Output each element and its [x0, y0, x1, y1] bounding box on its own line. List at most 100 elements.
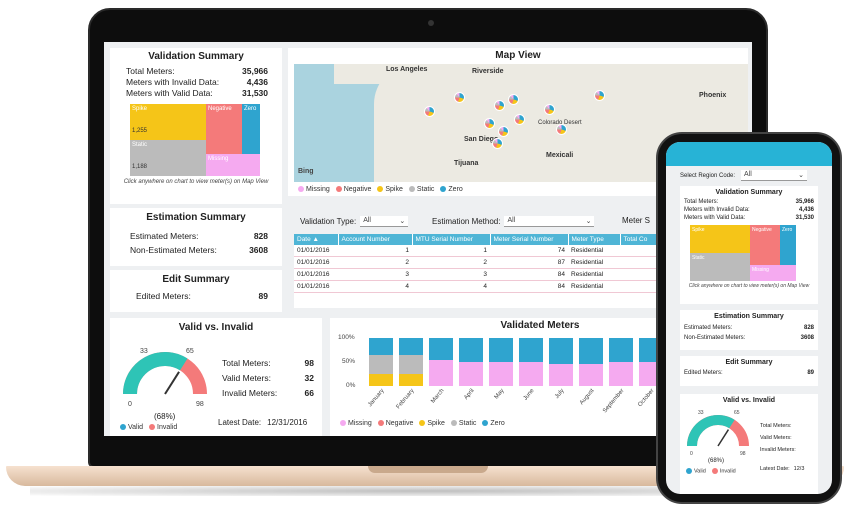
bar-may[interactable]: [489, 338, 513, 386]
phone-estimated-row: Estimated Meters: 828: [680, 323, 818, 333]
bar-february[interactable]: [399, 338, 423, 386]
header-mtu[interactable]: MTU Serial Number: [412, 234, 491, 245]
treemap-zero[interactable]: Zero: [242, 104, 260, 154]
table-row[interactable]: 01/01/2016 1 1 74 Residential: [294, 245, 660, 257]
table-row[interactable]: 01/01/2016 3 3 84 Residential: [294, 268, 660, 281]
map-pie-marker[interactable]: [594, 90, 605, 101]
bar-january[interactable]: [369, 338, 393, 386]
legend-zero[interactable]: Zero: [482, 420, 505, 427]
bar-segment-missing[interactable]: [459, 362, 483, 386]
treemap-missing[interactable]: Missing: [750, 265, 796, 281]
map-pie-marker[interactable]: [498, 126, 509, 137]
cell-mtu: 4: [412, 280, 490, 293]
estimation-method-select[interactable]: All ⌄: [504, 216, 595, 227]
bar-segment-missing[interactable]: [609, 362, 633, 386]
stacked-bar-area[interactable]: [366, 338, 666, 386]
label: Spike: [385, 186, 403, 193]
legend-static[interactable]: Static: [408, 186, 434, 193]
header-total[interactable]: Total Co: [620, 234, 661, 245]
treemap-spike[interactable]: Spike: [690, 225, 750, 253]
bar-segment-zero[interactable]: [489, 338, 513, 362]
table-row[interactable]: 01/01/2016 4 4 84 Residential: [294, 280, 660, 293]
bar-segment-missing[interactable]: [579, 364, 603, 386]
treemap-negative[interactable]: Negative: [206, 104, 242, 154]
cell-total: [620, 256, 660, 269]
legend-zero[interactable]: Zero: [440, 186, 463, 193]
validation-type-select[interactable]: All ⌄: [360, 216, 409, 227]
treemap-static[interactable]: Static 1,188: [130, 140, 206, 176]
label: Invalid: [719, 468, 736, 475]
legend-valid[interactable]: Valid: [120, 424, 143, 431]
treemap-negative[interactable]: Negative: [750, 225, 780, 265]
bar-september[interactable]: [609, 338, 633, 386]
bar-segment-zero[interactable]: [519, 338, 543, 362]
bar-segment-missing[interactable]: [429, 359, 453, 386]
bar-august[interactable]: [579, 338, 603, 386]
negative-swatch: [377, 420, 384, 427]
bar-segment-zero[interactable]: [609, 338, 633, 362]
validity-stats: Total Meters: 98 Valid Meters: 32 Invalid …: [222, 356, 314, 401]
meter-filter: Meter S: [622, 216, 650, 225]
bar-segment-missing[interactable]: [489, 362, 513, 386]
phone-validation-panel: Validation Summary Total Meters: 35,966 M…: [680, 186, 818, 304]
bar-segment-spike[interactable]: [369, 374, 393, 386]
bar-segment-zero[interactable]: [399, 338, 423, 355]
map-pie-marker[interactable]: [454, 92, 465, 103]
legend-spike[interactable]: Spike: [419, 420, 445, 427]
spike-swatch: [377, 186, 384, 193]
map-pie-marker[interactable]: [492, 138, 503, 149]
value: All: [507, 217, 516, 224]
cell-account: 1: [338, 245, 412, 257]
legend-spike[interactable]: Spike: [377, 186, 403, 193]
y-tick: 100%: [338, 334, 355, 341]
treemap-spike[interactable]: Spike 1,255: [130, 104, 206, 140]
header-account[interactable]: Account Number: [338, 234, 413, 245]
treemap-missing[interactable]: Missing: [206, 154, 260, 176]
city-san-diego: San Diego: [464, 136, 499, 143]
bar-july[interactable]: [549, 338, 573, 386]
legend-static[interactable]: Static: [450, 420, 476, 427]
legend-missing[interactable]: Missing: [340, 420, 372, 427]
bar-april[interactable]: [459, 338, 483, 386]
legend-negative[interactable]: Negative: [377, 420, 413, 427]
bar-segment-spike[interactable]: [399, 374, 423, 386]
map-pie-marker[interactable]: [508, 94, 519, 105]
edit-summary-panel: Edit Summary Edited Meters: 89: [110, 270, 282, 312]
bar-segment-zero[interactable]: [459, 338, 483, 362]
map-pie-marker[interactable]: [544, 104, 555, 115]
bar-march[interactable]: [429, 338, 453, 386]
bar-segment-missing[interactable]: [519, 362, 543, 386]
validation-treemap[interactable]: Spike 1,255 Negative Zero Static 1,188 Mis…: [130, 104, 260, 176]
map-pie-marker[interactable]: [556, 124, 567, 135]
treemap-zero[interactable]: Zero: [780, 225, 796, 265]
map-pie-marker[interactable]: [494, 100, 505, 111]
bar-segment-static[interactable]: [399, 354, 423, 374]
static-swatch: [450, 420, 457, 427]
region-select[interactable]: All ⌄: [741, 170, 808, 181]
bar-segment-zero[interactable]: [429, 338, 453, 360]
legend-invalid[interactable]: Invalid: [149, 424, 177, 431]
phone-valid-panel: Valid vs. Invalid 33 65 0 98 (68%) Valid…: [680, 394, 818, 494]
bar-segment-static[interactable]: [369, 354, 393, 374]
bar-june[interactable]: [519, 338, 543, 386]
header-meter-serial[interactable]: Meter Serial Number: [490, 234, 569, 245]
header-date[interactable]: Date ▲: [294, 234, 339, 245]
bar-segment-zero[interactable]: [579, 338, 603, 365]
header-meter-type[interactable]: Meter Type: [568, 234, 621, 245]
legend-valid[interactable]: Valid: [686, 468, 706, 474]
map-pie-marker[interactable]: [514, 114, 525, 125]
value: 4,436: [798, 207, 814, 213]
treemap-static[interactable]: Static: [690, 253, 750, 281]
legend-invalid[interactable]: Invalid: [711, 468, 736, 475]
bar-segment-zero[interactable]: [549, 338, 573, 365]
map-pie-marker[interactable]: [424, 106, 435, 117]
phone-treemap[interactable]: Spike Negative Zero Static Missing: [690, 225, 796, 281]
bar-segment-zero[interactable]: [369, 338, 393, 355]
legend-negative[interactable]: Negative: [335, 186, 371, 193]
label: Invalid Meters:: [222, 388, 278, 398]
x-tick-label: May: [493, 388, 506, 401]
legend-missing[interactable]: Missing: [298, 186, 330, 193]
table-row[interactable]: 01/01/2016 2 2 87 Residential: [294, 256, 660, 269]
bar-segment-missing[interactable]: [549, 364, 573, 386]
map-pie-marker[interactable]: [484, 118, 495, 129]
